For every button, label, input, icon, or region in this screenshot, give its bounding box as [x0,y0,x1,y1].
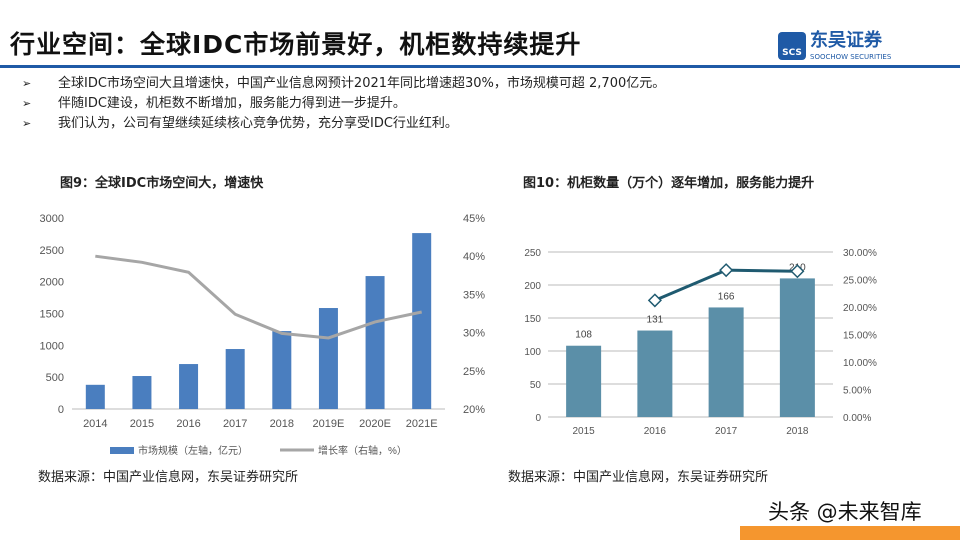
bar-label: 108 [575,330,592,341]
line-marker [719,263,734,278]
left-axis-tick: 1500 [40,309,64,321]
right-axis-tick: 20% [463,404,485,416]
x-axis-tick: 2016 [644,426,667,437]
arrow-right-icon: ➢ [22,97,32,110]
left-axis-tick: 500 [46,372,64,384]
left-axis-tick: 150 [524,314,541,325]
bar [225,349,245,409]
x-axis-tick: 2015 [130,418,154,430]
left-axis-tick: 2000 [40,277,64,289]
left-axis-tick: 0 [535,413,541,424]
bar [179,364,199,409]
bar-label: 166 [718,291,735,302]
bar [272,331,292,409]
legend-label: 市场规模（左轴，亿元） [138,444,248,457]
bar [708,307,744,417]
x-axis-tick: 2015 [573,426,596,437]
left-axis-tick: 100 [524,347,541,358]
bar [637,330,673,417]
right-axis-tick: 30.00% [843,248,877,259]
bullet-item: ➢ 伴随IDC建设，机柜数不断增加，服务能力得到进一步提升。 [22,94,665,114]
x-axis-tick: 2018 [786,426,809,437]
left-axis-tick: 250 [524,248,541,259]
line-marker [647,293,662,308]
x-axis-tick: 2017 [223,418,247,430]
bar-label: 131 [647,315,664,326]
bar [318,308,338,409]
logo-mark: SCS [778,32,806,60]
chart1: 0 500 1000 1500 2000 2500 3000 20% 25% 30% 35% 40% 4… [40,213,486,457]
x-axis-tick: 2021E [406,418,438,430]
bullet-item: ➢ 全球IDC市场空间大且增速快，中国产业信息网预计2021年同比增速超30%，市… [22,74,665,94]
logo-subtext: SOOCHOW SECURITIES [810,53,892,61]
chart2: 0 50 100 150 200 250 0.00% 5.00% 10.00% 15.00% 20.… [524,248,877,437]
x-axis-tick: 2019E [313,418,345,430]
bar [412,233,432,409]
page-title: 行业空间：全球IDC市场前景好，机柜数持续提升 [10,30,582,59]
arrow-right-icon: ➢ [22,77,32,90]
right-axis-tick: 45% [463,213,485,225]
left-axis-tick: 1000 [40,340,64,352]
bar [365,276,385,409]
logo-text: 东吴证券 [810,30,882,51]
left-axis-tick: 50 [530,380,542,391]
left-axis-tick: 200 [524,281,541,292]
chart2-source: 数据来源：中国产业信息网，东吴证券研究所 [508,470,769,485]
x-axis-tick: 2014 [83,418,107,430]
header-divider [0,65,960,68]
left-axis-tick: 3000 [40,213,64,225]
chart2-title: 图10：机柜数量（万个）逐年增加，服务能力提升 [523,176,815,191]
logo: SCS 东吴证券 SOOCHOW SECURITIES [778,30,928,62]
legend-label: 增长率（右轴，%） [318,444,407,457]
x-axis-tick: 2017 [715,426,738,437]
growth-line [95,254,423,340]
line-marker [790,264,805,279]
arrow-right-icon: ➢ [22,117,32,130]
watermark: 头条 @未来智库 [768,500,922,524]
right-axis-tick: 35% [463,289,485,301]
left-axis-tick: 0 [58,404,64,416]
chart1-source: 数据来源：中国产业信息网，东吴证券研究所 [38,470,299,485]
right-axis-tick: 25% [463,366,485,378]
bar [566,345,602,417]
legend-swatch [110,447,134,454]
right-axis-tick: 30% [463,328,485,340]
footer-bar [740,526,960,540]
right-axis-tick: 10.00% [843,358,877,369]
x-axis-tick: 2020E [359,418,391,430]
right-axis-tick: 25.00% [843,276,877,287]
bar [779,278,815,417]
bullet-item: ➢ 我们认为，公司有望继续延续核心竞争优势，充分享受IDC行业红利。 [22,114,665,134]
bar [132,376,152,409]
right-axis-tick: 40% [463,251,485,263]
bullet-list: ➢ 全球IDC市场空间大且增速快，中国产业信息网预计2021年同比增速超30%，市… [22,74,665,134]
bar [85,384,105,409]
left-axis-tick: 2500 [40,245,64,257]
right-axis-tick: 5.00% [843,386,871,397]
x-axis-tick: 2018 [270,418,294,430]
right-axis-tick: 20.00% [843,303,877,314]
chart1-title: 图9：全球IDC市场空间大，增速快 [60,176,264,191]
right-axis-tick: 15.00% [843,331,877,342]
right-axis-tick: 0.00% [843,413,871,424]
x-axis-tick: 2016 [176,418,200,430]
